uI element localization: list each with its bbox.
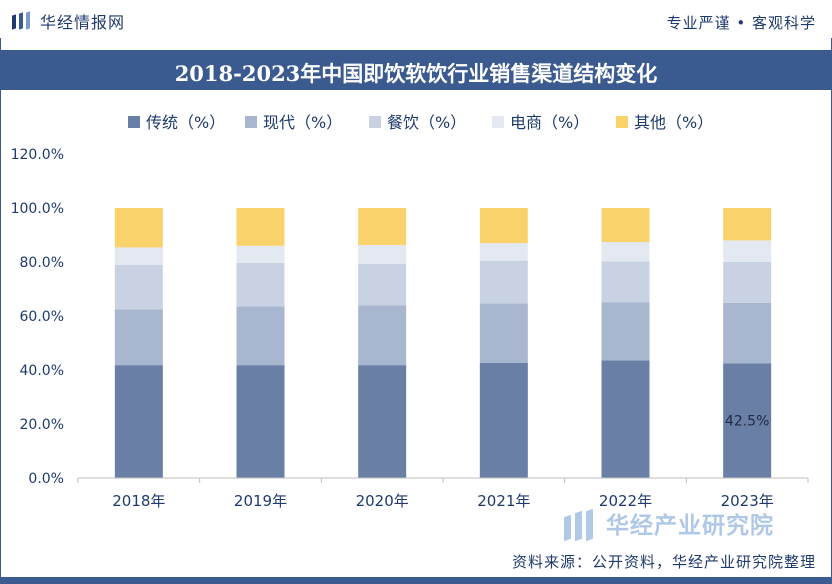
x-axis: 2018年 2019年 2020年 2021年 2022年 2023年	[77, 477, 809, 510]
x-tick-label: 2022年	[599, 492, 652, 510]
y-tick-label: 120.0%	[11, 147, 64, 163]
bar-2018年-其他[interactable]	[114, 208, 163, 248]
bar-2020年-传统[interactable]	[358, 365, 407, 478]
bar-2023年-电商[interactable]	[723, 240, 772, 262]
legend-swatch-1	[245, 116, 257, 128]
legend-label-3[interactable]: 电商（%）	[510, 113, 589, 132]
legend-swatch-4	[616, 116, 628, 128]
legend-label-0[interactable]: 传统（%）	[146, 113, 225, 132]
y-tick-label: 40.0%	[20, 363, 64, 379]
legend-label-1[interactable]: 现代（%）	[263, 113, 342, 132]
bar-2022年-现代[interactable]	[601, 302, 650, 361]
x-tick-label: 2019年	[234, 492, 287, 510]
bar-2021年-传统[interactable]	[479, 362, 528, 478]
legend: 传统（%） 现代（%） 餐饮（%） 电商（%） 其他（%）	[128, 113, 713, 132]
footer-band	[0, 577, 832, 584]
y-tick-label: 100.0%	[11, 201, 64, 217]
source-note: 资料来源：公开资料，华经产业研究院整理	[511, 553, 816, 571]
bar-2020年-其他[interactable]	[358, 208, 407, 245]
chart-title: 2018-2023年中国即饮软饮行业销售渠道结构变化	[174, 61, 658, 86]
y-tick-label: 60.0%	[20, 309, 64, 325]
bar-2018年-电商[interactable]	[114, 247, 163, 265]
bar-2019年-现代[interactable]	[236, 306, 285, 366]
bar-2023年-传统[interactable]	[723, 363, 772, 478]
legend-swatch-3	[492, 116, 504, 128]
bar-2018年-传统[interactable]	[114, 365, 163, 478]
data-labels: 42.5%	[725, 414, 769, 430]
bar-2022年-电商[interactable]	[601, 242, 650, 262]
bar-2020年-餐饮[interactable]	[358, 263, 407, 306]
legend-label-2[interactable]: 餐饮（%）	[387, 113, 466, 132]
bar-2019年-餐饮[interactable]	[236, 262, 285, 307]
bars-group	[114, 208, 772, 478]
x-tick-label: 2023年	[721, 492, 774, 510]
bar-2021年-现代[interactable]	[479, 303, 528, 363]
bar-2019年-传统[interactable]	[236, 365, 285, 478]
bar-2020年-现代[interactable]	[358, 305, 407, 366]
bar-2021年-其他[interactable]	[479, 208, 528, 244]
brand-name: 华经情报网	[40, 13, 126, 32]
bar-2021年-餐饮[interactable]	[479, 260, 528, 304]
x-tick-label: 2020年	[356, 492, 409, 510]
bar-2018年-餐饮[interactable]	[114, 264, 163, 310]
watermark-logo-icon	[560, 508, 600, 544]
bar-2019年-其他[interactable]	[236, 208, 285, 246]
y-axis: 0.0% 20.0% 40.0% 60.0% 80.0% 100.0% 120.0%	[11, 147, 64, 487]
bar-2020年-电商[interactable]	[358, 244, 407, 264]
y-tick-label: 0.0%	[28, 471, 64, 487]
bar-2022年-传统[interactable]	[601, 360, 650, 478]
watermark-text: 华经产业研究院	[606, 513, 774, 539]
brand[interactable]: 华经情报网	[10, 9, 125, 33]
header-bar: 华经情报网 专业严谨 • 客观科学	[0, 0, 832, 38]
x-tick-label: 2021年	[477, 492, 530, 510]
bar-2019年-电商[interactable]	[236, 245, 285, 263]
x-tick-label: 2018年	[112, 492, 165, 510]
tagline: 专业严谨 • 客观科学	[666, 14, 816, 32]
legend-label-4[interactable]: 其他（%）	[634, 113, 713, 132]
y-tick-label: 20.0%	[20, 417, 64, 433]
bar-2023年-餐饮[interactable]	[723, 262, 772, 303]
y-tick-label: 80.0%	[20, 255, 64, 271]
bar-2022年-其他[interactable]	[601, 208, 650, 243]
data-label-2023: 42.5%	[725, 414, 769, 430]
bar-2021年-电商[interactable]	[479, 243, 528, 261]
title-bar: 2018-2023年中国即饮软饮行业销售渠道结构变化	[0, 50, 832, 90]
bar-2023年-其他[interactable]	[723, 208, 772, 241]
legend-swatch-0	[128, 116, 140, 128]
bar-2023年-现代[interactable]	[723, 302, 772, 364]
legend-swatch-2	[369, 116, 381, 128]
bar-2018年-现代[interactable]	[114, 309, 163, 366]
bar-2022年-餐饮[interactable]	[601, 261, 650, 303]
